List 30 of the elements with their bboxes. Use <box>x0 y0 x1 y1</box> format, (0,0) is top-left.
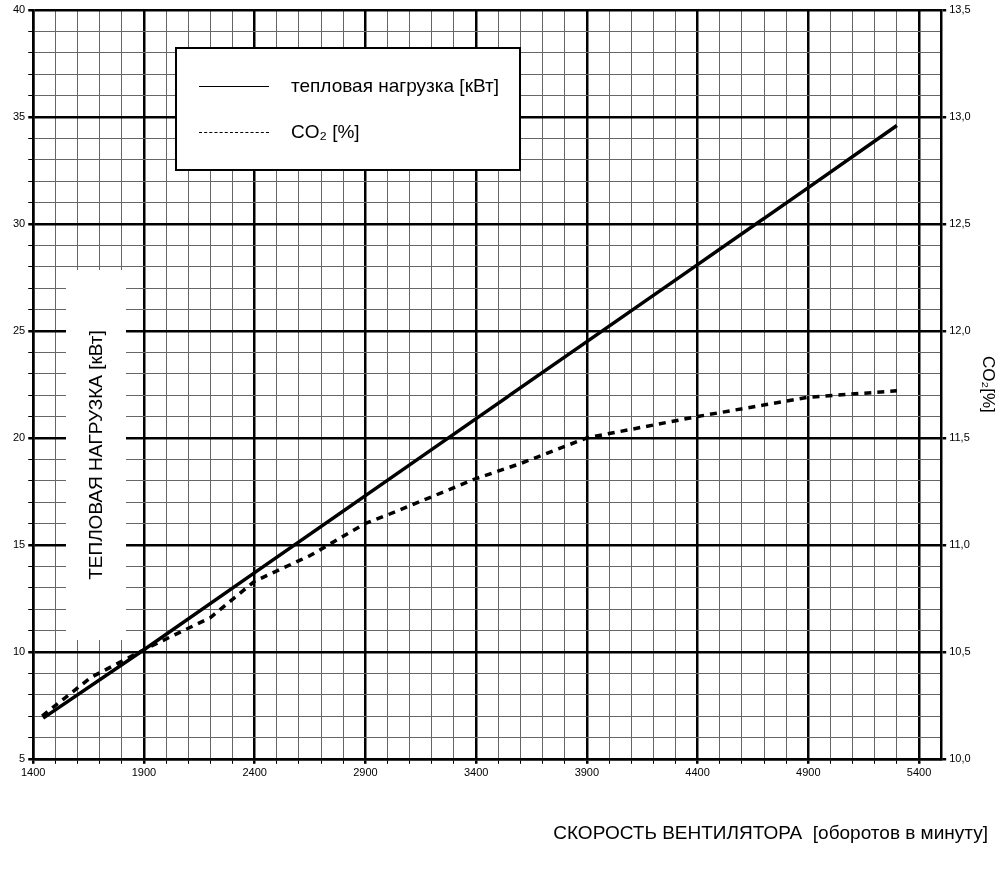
y2-tick-label: 12,5 <box>949 216 971 229</box>
y-tick-label: 35 <box>12 110 26 122</box>
x-tick-label: 1400 <box>20 766 46 779</box>
x-tick-label: 4900 <box>796 766 821 779</box>
y-tick-label: 10 <box>12 644 26 657</box>
y2-tick-label: 13,0 <box>949 110 971 122</box>
y-axis-title: ТЕПЛОВАЯ НАГРУЗКА [кВт] <box>85 330 107 580</box>
legend-label: CO₂ [%] <box>291 121 360 143</box>
y-tick-label: 5 <box>19 751 26 764</box>
y2-tick-label: 10,0 <box>949 751 971 764</box>
y2-tick-label: 10,5 <box>949 644 971 657</box>
y-tick-label: 40 <box>12 3 26 16</box>
y-tick-label: 30 <box>12 216 26 229</box>
x-tick-label: 2900 <box>353 766 378 779</box>
y-tick-label: 25 <box>12 323 26 336</box>
legend-label: тепловая нагрузка [кВт] <box>291 75 499 97</box>
y2-tick-label: 11,0 <box>949 537 970 550</box>
x-axis-title: СКОРОСТЬ ВЕНТИЛЯТОРА [оборотов в минуту] <box>553 822 988 844</box>
x-tick-label: 4400 <box>685 766 710 779</box>
y2-axis-title: CO₂[%] <box>979 356 999 413</box>
y-tick-label: 15 <box>12 537 26 550</box>
x-tick-label: 3900 <box>574 766 600 779</box>
x-tick-label: 2400 <box>242 766 267 779</box>
y2-tick-label: 13,5 <box>949 3 971 16</box>
y2-tick-label: 11,5 <box>949 430 970 443</box>
x-tick-label: 5400 <box>906 766 932 779</box>
y-tick-label: 20 <box>12 430 26 443</box>
x-tick-label: 3400 <box>463 766 489 779</box>
x-tick-label: 1900 <box>131 766 157 779</box>
y2-tick-label: 12,0 <box>949 323 971 336</box>
